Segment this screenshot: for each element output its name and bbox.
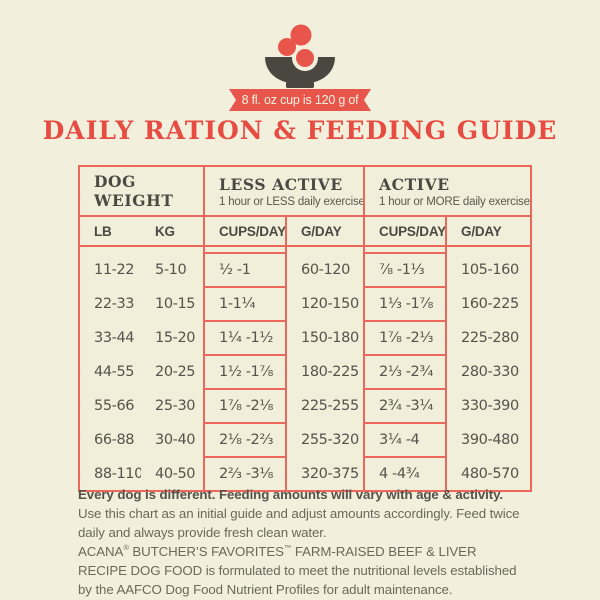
feeding-guide-table: DOG WEIGHT LESS ACTIVE 1 hour or LESS da…: [78, 165, 533, 492]
cell-kg: 25-30: [155, 398, 196, 414]
page-title: DAILY RATION & FEEDING GUIDE: [42, 116, 558, 145]
cell-lb: 88-110: [94, 465, 141, 482]
cell-cups-active: 1⅞ -2⅓: [363, 320, 448, 356]
cell-g-less: 225-255: [301, 398, 359, 414]
cell-cups-active: ⅞ -1⅓: [363, 252, 448, 288]
cell-kg: 40-50: [155, 465, 196, 482]
dog-bowl-icon: [240, 20, 360, 92]
cell-kg: 15-20: [155, 330, 196, 346]
cell-g-active: 330-390: [461, 398, 519, 414]
cell-cups-active: 2⅓ -2¾: [363, 354, 448, 390]
cell-kg: 10-15: [155, 296, 196, 312]
aafco-statement: ACANA® BUTCHER’S FAVORITES™ FARM-RAISED …: [78, 538, 528, 599]
product-name: BUTCHER’S FAVORITES: [128, 544, 284, 559]
cell-kg: 30-40: [155, 432, 196, 448]
dog-bowl-graphic: [265, 24, 335, 88]
kibble-dot-top: [290, 24, 312, 46]
cell-cups-less: ½ -1: [203, 252, 287, 288]
cell-lb: 55-66: [94, 398, 135, 414]
cell-lb: 22-33: [94, 296, 135, 312]
cell-cups-active: 2¾ -3¼: [363, 388, 448, 424]
cell-cups-active: 1⅓ -1⅞: [363, 286, 448, 322]
table-row: 88-110 40-50 2⅔ -3⅛ 320-375 4 -4¾ 480-57…: [79, 456, 531, 492]
col-header-cups-active: CUPS/DAY: [363, 215, 448, 247]
feeding-note-rest: Use this chart as an initial guide and a…: [78, 506, 520, 540]
cell-g-active: 160-225: [461, 296, 519, 312]
col-header-g-less: G/DAY: [286, 216, 365, 247]
spacer-row: [79, 245, 531, 254]
cell-lb: 11-22: [94, 262, 135, 278]
table-row: 44-55 20-25 1½ -1⅞ 180-225 2⅓ -2¾ 280-33…: [79, 354, 531, 390]
cell-cups-less: 1⅞ -2⅛: [203, 388, 287, 424]
col-header-g-active: G/DAY: [446, 216, 532, 247]
group-label: ACTIVE: [379, 175, 450, 195]
group-less-active: LESS ACTIVE 1 hour or LESS daily exercis…: [202, 165, 366, 217]
feeding-note: Every dog is different. Feeding amounts …: [78, 485, 528, 542]
cell-cups-active: 4 -4¾: [363, 456, 448, 492]
table-row: 33-44 15-20 1¼ -1½ 150-180 1⅞ -2⅓ 225-28…: [79, 320, 531, 356]
aafco-text: FARM-RAISED BEEF & LIVER RECIPE DOG FOOD…: [78, 544, 517, 597]
group-sublabel: 1 hour or LESS daily exercise: [219, 195, 365, 208]
cell-g-less: 320-375: [301, 465, 359, 482]
table-row: 11-22 5-10 ½ -1 60-120 ⅞ -1⅓ 105-160: [79, 252, 531, 288]
table-row: 55-66 25-30 1⅞ -2⅛ 225-255 2¾ -3¼ 330-39…: [79, 388, 531, 424]
col-header-cups-less: CUPS/DAY: [203, 215, 287, 247]
group-active: ACTIVE 1 hour or MORE daily exercise: [363, 165, 533, 217]
cell-g-active: 105-160: [461, 262, 519, 278]
cell-kg: 20-25: [155, 364, 196, 380]
registered-mark: ®: [123, 543, 129, 552]
cell-cups-less: 2⅔ -3⅛: [203, 456, 287, 492]
kibble-dot-left: [278, 38, 296, 56]
bowl-foot: [286, 82, 314, 88]
cell-cups-active: 3¼ -4: [363, 422, 448, 458]
feeding-note-bold: Every dog is different. Feeding amounts …: [78, 487, 504, 502]
group-header-row: DOG WEIGHT LESS ACTIVE 1 hour or LESS da…: [79, 165, 533, 217]
cell-g-less: 255-320: [301, 432, 359, 448]
trademark-mark: ™: [283, 543, 292, 552]
brand-name: ACANA: [78, 544, 124, 559]
group-label: DOG WEIGHT: [94, 172, 174, 210]
cell-g-less: 120-150: [301, 296, 359, 312]
cell-cups-less: 2⅛ -2⅔: [203, 422, 287, 458]
cell-cups-less: 1-1¼: [203, 286, 287, 322]
cell-cups-less: 1½ -1⅞: [203, 354, 287, 390]
group-sublabel: 1 hour or MORE daily exercise: [379, 195, 530, 208]
cell-lb: 44-55: [94, 364, 135, 380]
table-row: 22-33 10-15 1-1¼ 120-150 1⅓ -1⅞ 160-225: [79, 286, 531, 322]
cell-g-active: 225-280: [461, 330, 519, 346]
cell-cups-less: 1¼ -1½: [203, 320, 287, 356]
group-dog-weight: DOG WEIGHT: [79, 166, 204, 217]
bowl-shape: [265, 57, 335, 84]
cell-kg: 5-10: [155, 262, 187, 278]
cell-g-less: 150-180: [301, 330, 359, 346]
cell-g-less: 180-225: [301, 364, 359, 380]
cell-g-active: 280-330: [461, 364, 519, 380]
col-header-lb: LB: [79, 216, 141, 247]
col-header-kg: KG: [141, 216, 204, 247]
cell-lb: 66-88: [94, 432, 135, 448]
group-label: LESS ACTIVE: [219, 175, 343, 195]
column-header-row: LB KG CUPS/DAY G/DAY CUPS/DAY G/DAY: [79, 215, 532, 247]
cell-g-active: 480-570: [461, 465, 519, 482]
cell-g-active: 390-480: [461, 432, 519, 448]
kibble-dot-rim: [296, 49, 314, 67]
cup-measure-ribbon: 8 fl. oz cup is 120 g of food: [229, 89, 371, 111]
table-row: 66-88 30-40 2⅛ -2⅔ 255-320 3¼ -4 390-480: [79, 422, 531, 458]
cell-g-less: 60-120: [301, 262, 350, 278]
cell-lb: 33-44: [94, 330, 135, 346]
